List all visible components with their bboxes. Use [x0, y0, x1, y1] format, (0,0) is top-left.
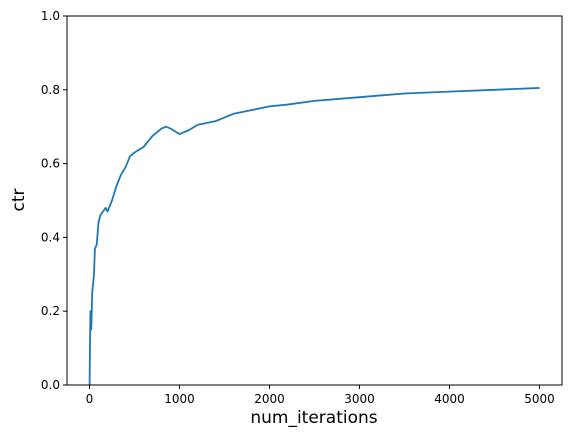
x-tick-label: 4000 — [434, 392, 465, 406]
x-tick-label: 0 — [86, 392, 94, 406]
y-tick-label: 0.8 — [41, 83, 60, 97]
line — [88, 87, 540, 386]
x-tick-label: 5000 — [524, 392, 555, 406]
y-axis-label: ctr — [9, 188, 29, 211]
y-tick-label: 1.0 — [41, 9, 60, 23]
x-tick-label: 1000 — [164, 392, 195, 406]
x-axis-label: num_iterations — [250, 408, 377, 428]
y-tick-label: 0.2 — [41, 304, 60, 318]
y-tick-label: 0.0 — [41, 378, 60, 392]
x-tick-label: 3000 — [344, 392, 375, 406]
plot-frame — [66, 15, 563, 386]
x-tick-label: 2000 — [254, 392, 285, 406]
y-tick-label: 0.6 — [41, 157, 60, 171]
y-tick-label: 0.4 — [41, 230, 60, 244]
